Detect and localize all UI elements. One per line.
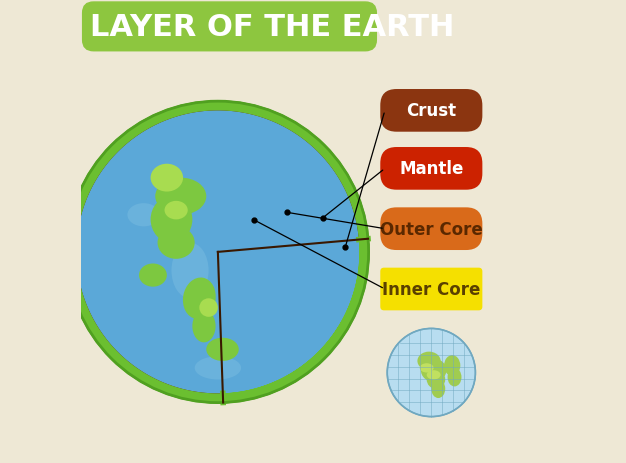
Ellipse shape <box>139 264 167 287</box>
FancyBboxPatch shape <box>380 90 483 132</box>
Circle shape <box>136 170 300 334</box>
Ellipse shape <box>421 359 446 382</box>
Circle shape <box>193 216 249 272</box>
Text: Mantle: Mantle <box>399 160 463 178</box>
Ellipse shape <box>128 204 160 227</box>
Ellipse shape <box>192 310 215 343</box>
Ellipse shape <box>427 370 441 380</box>
Ellipse shape <box>427 370 445 389</box>
Ellipse shape <box>183 278 216 319</box>
Text: Crust: Crust <box>406 102 456 120</box>
Circle shape <box>76 111 359 394</box>
Ellipse shape <box>158 227 195 259</box>
Circle shape <box>67 102 369 403</box>
Ellipse shape <box>431 380 445 398</box>
Polygon shape <box>76 111 359 394</box>
FancyBboxPatch shape <box>380 148 483 190</box>
FancyBboxPatch shape <box>82 2 377 52</box>
Ellipse shape <box>195 357 241 380</box>
Circle shape <box>387 329 475 417</box>
Polygon shape <box>67 102 369 403</box>
Ellipse shape <box>448 368 461 387</box>
Text: Inner Core: Inner Core <box>382 281 481 298</box>
FancyBboxPatch shape <box>380 208 483 250</box>
Ellipse shape <box>418 352 441 370</box>
Ellipse shape <box>151 164 183 192</box>
FancyBboxPatch shape <box>380 268 483 311</box>
Ellipse shape <box>207 338 239 361</box>
Ellipse shape <box>199 299 218 317</box>
Circle shape <box>167 201 269 303</box>
Ellipse shape <box>419 363 434 373</box>
Ellipse shape <box>172 243 208 299</box>
Ellipse shape <box>444 356 460 376</box>
Ellipse shape <box>151 197 192 243</box>
Ellipse shape <box>165 201 188 220</box>
Text: LAYER OF THE EARTH: LAYER OF THE EARTH <box>90 13 454 42</box>
Circle shape <box>76 111 359 394</box>
Circle shape <box>105 139 331 365</box>
Text: Outer Core: Outer Core <box>380 220 483 238</box>
Ellipse shape <box>155 178 207 215</box>
